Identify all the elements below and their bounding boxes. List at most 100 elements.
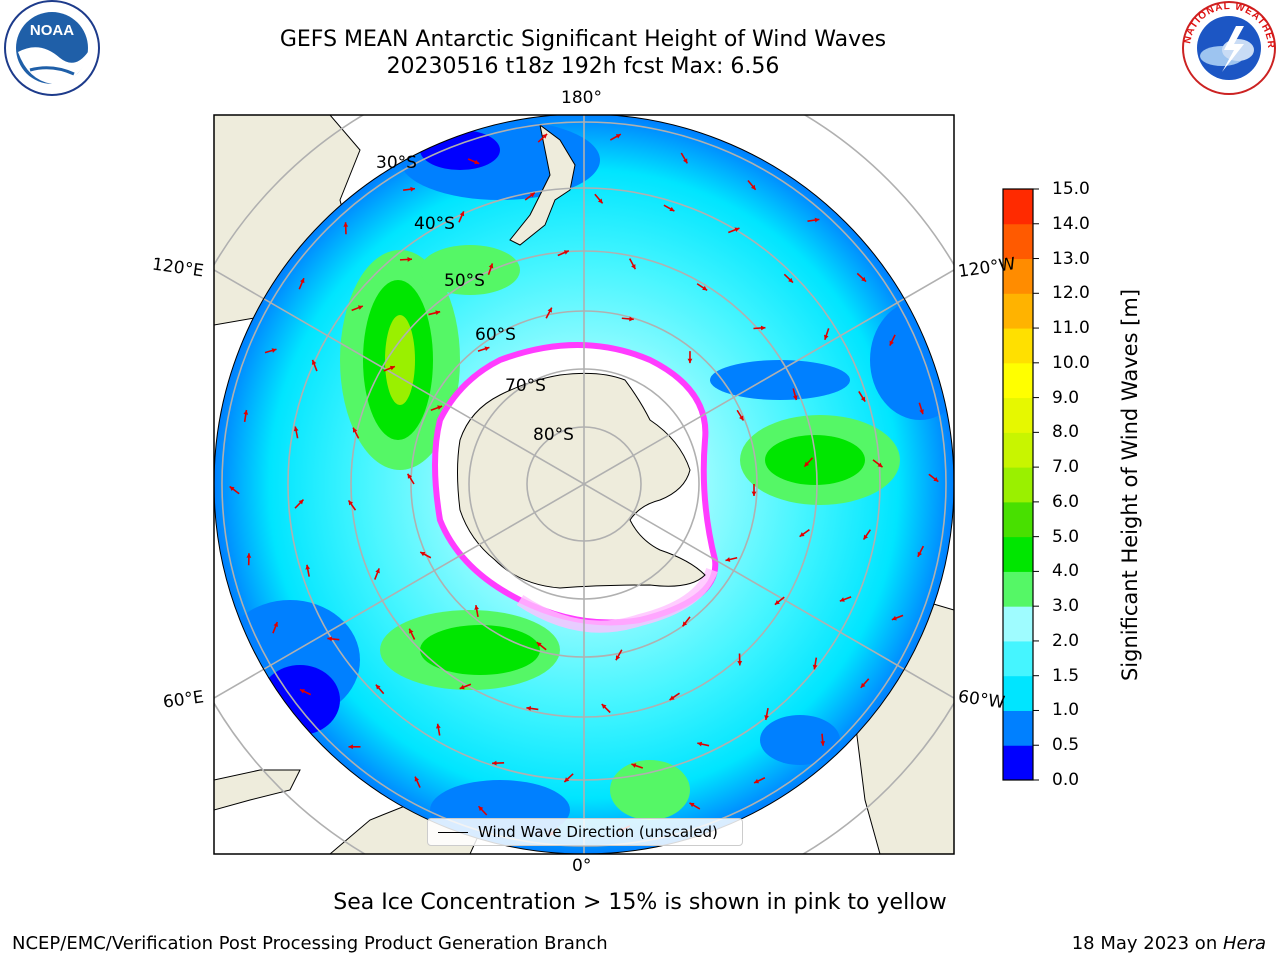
wave-arrow-head	[814, 217, 820, 223]
colorbar-tick-label: 0.0	[1052, 770, 1080, 790]
land-antarctica	[457, 372, 706, 589]
wave-arrow-head	[563, 250, 569, 255]
noaa-logo: NOAA	[4, 0, 100, 96]
wave-arrow-head	[343, 222, 349, 227]
wave-arrow-head	[375, 684, 381, 690]
colorbar-tick-label: 4.0	[1052, 561, 1080, 582]
colorbar-band	[1003, 467, 1033, 503]
wave-arrow-head	[407, 257, 412, 262]
wave-arrow-head	[273, 622, 278, 627]
noaa-logo-text: NOAA	[30, 22, 74, 39]
wave-arrow-head	[697, 741, 703, 747]
wave-arrow-head	[751, 491, 757, 496]
wave-arrow-head	[243, 409, 249, 415]
graticule	[214, 115, 954, 854]
wave-arrow-head	[734, 227, 740, 232]
wave-arrow-head	[597, 198, 603, 204]
wave-arrow-head	[687, 358, 693, 364]
wave-arrow-head	[702, 285, 708, 291]
wave-arrow-head	[299, 689, 305, 694]
wave-arrow-head	[407, 473, 413, 479]
wave-arrow-head	[760, 325, 766, 331]
wave-arrow-head	[348, 500, 354, 506]
colorbar-tick-label: 0.5	[1052, 735, 1080, 756]
chart-subtitle: 20230516 t18z 192h fcst Max: 6.56	[386, 54, 780, 79]
wave-arrow-head	[933, 477, 939, 482]
colorbar-band	[1003, 501, 1033, 538]
lat-label-80s: 80°S	[533, 425, 574, 445]
land-new-zealand	[509, 123, 576, 246]
colorbar-band	[1003, 189, 1033, 225]
wave-arrow-head	[823, 334, 829, 340]
wave-arrow-head	[410, 186, 416, 192]
wave-arrow-head	[409, 628, 414, 634]
wave-arrow-head	[420, 552, 426, 557]
colorbar-tick-label: 10.0	[1052, 352, 1090, 373]
colorbar-tick-label: 7.0	[1052, 457, 1080, 478]
wave-arrow-head	[631, 264, 636, 270]
colorbar-tick-label: 2.0	[1052, 630, 1080, 651]
wave-arrow-head	[804, 461, 810, 467]
footer-credit: NCEP/EMC/Verification Post Processing Pr…	[12, 933, 608, 954]
colorbar-tick-label: 11.0	[1052, 318, 1090, 339]
wave-arrow-head	[774, 599, 780, 605]
colorbar-tick-label: 9.0	[1052, 387, 1080, 408]
lat-label-70s: 70°S	[505, 376, 546, 396]
colorbar-tick-label: 6.0	[1052, 491, 1080, 512]
wave-arrow-head	[683, 158, 688, 164]
wave-arrow-head	[629, 316, 634, 322]
wave-arrow-head	[352, 427, 358, 433]
wave-arrow-head	[389, 365, 395, 371]
wave-arrow-head	[863, 534, 869, 540]
wave-arrow-head	[889, 340, 894, 346]
wave-arrow-head	[917, 551, 922, 557]
colorbar-band	[1003, 258, 1033, 294]
wave-arrow-head	[764, 715, 769, 720]
wave-arrow-head	[414, 776, 420, 782]
wave-arrow-head	[375, 568, 380, 574]
wave-arrow-head	[246, 553, 252, 558]
colorbar-frame	[1002, 188, 1034, 781]
colorbar-tick-label: 3.0	[1052, 596, 1080, 617]
wave-arrow-head	[459, 211, 465, 217]
wave-arrow-head	[484, 346, 490, 352]
colorbar-tick-label: 15.0	[1052, 179, 1090, 199]
colorbar-tick-label: 13.0	[1052, 248, 1090, 269]
nws-logo: NATIONAL WEATHER SERVICE	[1178, 0, 1276, 95]
wave-patch-low	[760, 715, 840, 765]
wave-arrow-head	[542, 133, 548, 139]
chart-title: GEFS MEAN Antarctic Significant Height o…	[279, 27, 887, 52]
land-africa	[214, 769, 301, 811]
wave-arrow-head	[739, 415, 744, 421]
colorbar-tick-label: 12.0	[1052, 283, 1090, 304]
wave-arrow-head	[529, 192, 535, 198]
colorbar-tick-label: 8.0	[1052, 422, 1080, 443]
lon-label-180: 180°	[561, 88, 602, 108]
wave-arrow-head	[839, 597, 845, 602]
wave-arrow-head	[564, 777, 570, 783]
legend-label: Wind Wave Direction (unscaled)	[478, 823, 718, 841]
wave-arrow-head	[750, 184, 756, 190]
wave-arrow-head	[547, 307, 552, 313]
colorbar-band	[1003, 710, 1033, 746]
wave-arrow-head	[788, 277, 793, 283]
colorbar-band	[1003, 293, 1033, 329]
wave-arrow-head	[792, 395, 798, 401]
lat-label-50s: 50°S	[444, 271, 485, 291]
colorbar-band	[1003, 536, 1033, 572]
lat-label-30s: 30°S	[376, 153, 417, 173]
colorbar	[1003, 188, 1039, 781]
wave-arrow-head	[435, 310, 441, 316]
wave-arrow-head	[526, 706, 532, 711]
wave-arrow-head	[820, 741, 826, 746]
wave-arrow-head	[474, 605, 480, 610]
colorbar-band	[1003, 328, 1033, 364]
wave-arrow-head	[300, 278, 305, 284]
wave-arrow-head	[474, 159, 480, 165]
colorbar-band	[1003, 606, 1033, 642]
wave-arrow-head	[311, 359, 317, 365]
wave-arrow-head	[754, 778, 760, 784]
footer-date: 18 May 2023 on Hera	[1072, 933, 1266, 954]
wave-arrow-head	[488, 263, 494, 269]
